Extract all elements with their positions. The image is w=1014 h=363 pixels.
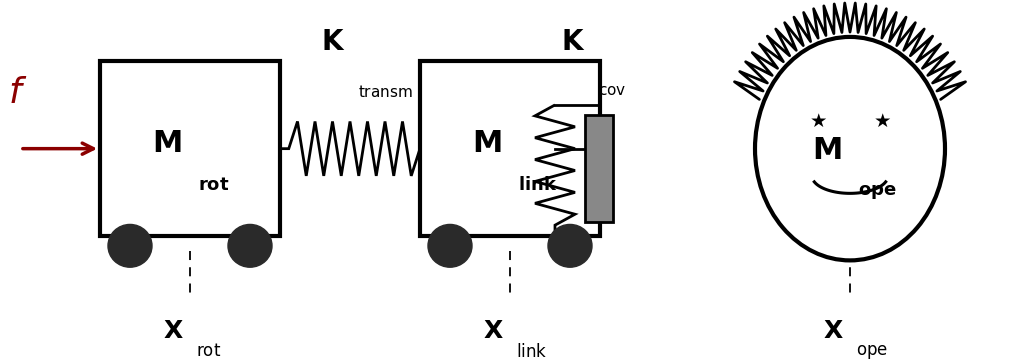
Text: $\mathrm{link}$: $\mathrm{link}$ [516, 343, 548, 361]
Text: $\mathrm{rot}$: $\mathrm{rot}$ [196, 343, 221, 360]
Text: ★: ★ [809, 112, 826, 131]
Text: ★: ★ [873, 112, 890, 131]
Circle shape [548, 224, 592, 267]
Text: $\mathbf{ope}$: $\mathbf{ope}$ [858, 183, 896, 201]
Text: $\mathbf{X}$: $\mathbf{X}$ [163, 319, 184, 343]
Ellipse shape [755, 37, 945, 260]
Bar [100, 61, 280, 236]
Text: $\mathbf{M}$: $\mathbf{M}$ [812, 135, 842, 166]
Circle shape [228, 224, 272, 267]
Text: $\mathbf{rot}$: $\mathbf{rot}$ [198, 176, 229, 194]
Text: $\mathbf{K}$: $\mathbf{K}$ [320, 29, 345, 56]
Text: $\mathbf{X}$: $\mathbf{X}$ [484, 319, 504, 343]
Text: $\mathbf{link}$: $\mathbf{link}$ [518, 176, 558, 194]
Text: $\mathrm{transm}$: $\mathrm{transm}$ [358, 83, 413, 99]
Text: $\mathrm{cov}$: $\mathrm{cov}$ [598, 83, 627, 98]
Text: $f$: $f$ [8, 76, 27, 110]
Bar [420, 61, 600, 236]
Text: $\mathbf{X}$: $\mathbf{X}$ [823, 319, 844, 343]
Circle shape [108, 224, 152, 267]
Text: $\mathbf{K}$: $\mathbf{K}$ [561, 29, 585, 56]
Text: $\mathbf{M}$: $\mathbf{M}$ [473, 128, 502, 159]
Bar [585, 115, 613, 221]
Text: $\mathrm{ope}$: $\mathrm{ope}$ [856, 343, 888, 361]
Text: $\mathbf{M}$: $\mathbf{M}$ [152, 128, 182, 159]
Circle shape [428, 224, 472, 267]
